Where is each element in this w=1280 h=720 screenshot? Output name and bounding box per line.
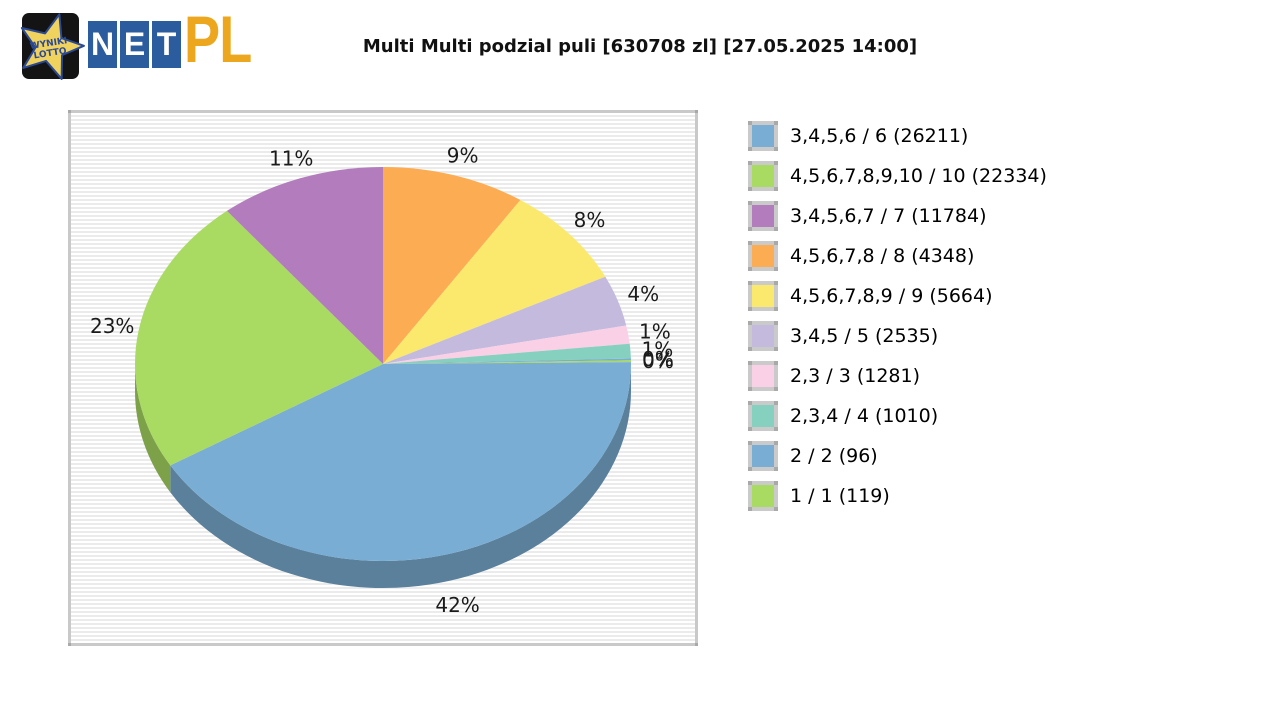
pie-slice [135, 210, 383, 466]
pie-percent-label: 4% [627, 282, 659, 306]
lotto-star-logo: WYNIKI LOTTO [20, 13, 85, 80]
logo-net-tiles: N E T [88, 21, 181, 68]
pie-slice [383, 343, 631, 364]
logo: WYNIKI LOTTO N E T PL [0, 0, 280, 95]
legend-item: 4,5,6,7,8,9 / 9 (5664) [748, 281, 1047, 311]
legend-label: 2,3 / 3 (1281) [790, 365, 921, 387]
legend-item: 4,5,6,7,8 / 8 (4348) [748, 241, 1047, 271]
pie-percent-label: 0% [642, 347, 674, 371]
legend-swatch [748, 281, 778, 311]
legend-item: 4,5,6,7,8,9,10 / 10 (22334) [748, 161, 1047, 191]
legend-swatch [748, 161, 778, 191]
legend-label: 4,5,6,7,8 / 8 (4348) [790, 245, 975, 267]
legend-item: 1 / 1 (119) [748, 481, 1047, 511]
page-title: Multi Multi podzial puli [630708 zl] [27… [362, 36, 918, 57]
pie-slice [383, 360, 631, 364]
legend-label: 4,5,6,7,8,9,10 / 10 (22334) [790, 165, 1047, 187]
logo-tile-n: N [88, 21, 117, 68]
pie-slice [383, 199, 606, 364]
pie-slice-side [170, 364, 631, 589]
legend-swatch-color [752, 245, 774, 267]
legend-label: 3,4,5 / 5 (2535) [790, 325, 939, 347]
pie-slice [383, 276, 627, 364]
pie-slice [383, 325, 630, 364]
frame-corner [695, 643, 698, 646]
pie-slice [226, 167, 383, 364]
legend-item: 3,4,5 / 5 (2535) [748, 321, 1047, 351]
pie-percent-label: 0% [642, 349, 674, 373]
legend-swatch [748, 481, 778, 511]
legend-swatch-color [752, 125, 774, 147]
legend-swatch [748, 321, 778, 351]
legend-swatch-color [752, 445, 774, 467]
legend-item: 2,3,4 / 4 (1010) [748, 401, 1047, 431]
legend-label: 4,5,6,7,8,9 / 9 (5664) [790, 285, 993, 307]
frame-corner [68, 643, 71, 646]
legend-item: 3,4,5,6,7 / 7 (11784) [748, 201, 1047, 231]
legend-label: 3,4,5,6 / 6 (26211) [790, 125, 969, 147]
legend-swatch [748, 201, 778, 231]
pie-percent-label: 1% [639, 319, 671, 343]
pie-percent-label: 9% [447, 143, 479, 167]
chart-plot-area: 9% 8% 4% 1% 1% 0% 0% 42% 23% 11% [68, 110, 698, 646]
logo-pl-text: PL [184, 2, 252, 76]
pie-percent-label: 1% [642, 338, 674, 362]
pie-percent-label: 11% [269, 147, 313, 171]
pie-percent-label: 8% [574, 208, 606, 232]
legend-swatch-color [752, 485, 774, 507]
legend-swatch [748, 241, 778, 271]
pie-percent-label: 42% [435, 593, 479, 617]
legend-item: 2,3 / 3 (1281) [748, 361, 1047, 391]
legend-swatch [748, 441, 778, 471]
legend: 3,4,5,6 / 6 (26211) 4,5,6,7,8,9,10 / 10 (… [748, 121, 1047, 521]
pie-slice [170, 362, 632, 562]
frame-corner [695, 110, 698, 113]
legend-label: 2,3,4 / 4 (1010) [790, 405, 939, 427]
legend-swatch-color [752, 365, 774, 387]
legend-swatch [748, 121, 778, 151]
legend-label: 1 / 1 (119) [790, 485, 890, 507]
legend-swatch-color [752, 325, 774, 347]
pie-percent-label: 23% [90, 314, 134, 338]
pie-slice [383, 167, 521, 364]
legend-swatch-color [752, 205, 774, 227]
logo-tile-e: E [120, 21, 149, 68]
star-icon [20, 13, 85, 80]
pie-slice-side [135, 364, 171, 493]
pie-chart: 9%8%4%1%1%0%0%42%23%11% [90, 143, 674, 617]
logo-tile-t: T [152, 21, 181, 68]
pie-slice [383, 358, 631, 364]
legend-swatch-color [752, 165, 774, 187]
legend-label: 3,4,5,6,7 / 7 (11784) [790, 205, 987, 227]
legend-item: 3,4,5,6 / 6 (26211) [748, 121, 1047, 151]
frame-corner [68, 110, 71, 113]
legend-label: 2 / 2 (96) [790, 445, 878, 467]
legend-item: 2 / 2 (96) [748, 441, 1047, 471]
legend-swatch-color [752, 285, 774, 307]
legend-swatch-color [752, 405, 774, 427]
legend-swatch [748, 361, 778, 391]
legend-swatch [748, 401, 778, 431]
